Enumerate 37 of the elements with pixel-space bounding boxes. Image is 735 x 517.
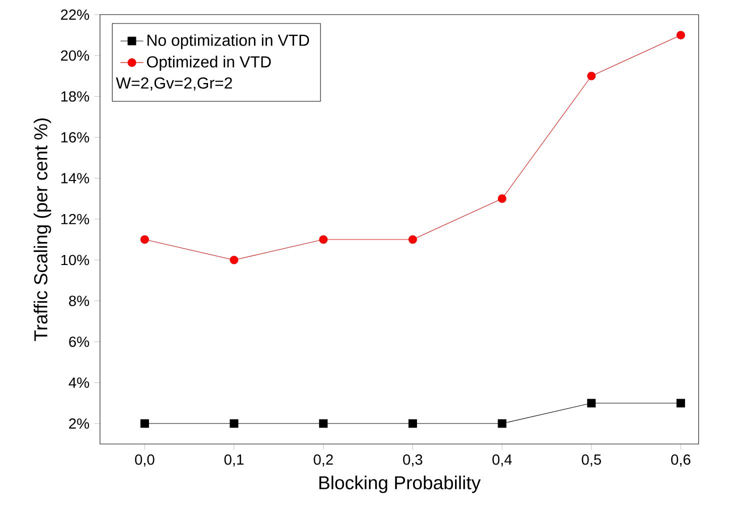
- y-tick-label: 18%: [61, 91, 90, 102]
- x-axis-title: Blocking Probability: [319, 476, 481, 494]
- point: [230, 419, 238, 428]
- point: [408, 235, 418, 244]
- point: [587, 398, 596, 408]
- point: [676, 30, 686, 40]
- y-tick-label: 6%: [69, 336, 90, 347]
- y-tick-label: 22%: [60, 10, 90, 20]
- point: [498, 194, 506, 203]
- x-tick-label: 0,3: [403, 454, 422, 467]
- y-tick-label: 12%: [61, 214, 90, 224]
- point: [230, 256, 238, 264]
- point: [408, 419, 418, 428]
- point: [587, 72, 596, 80]
- point: [498, 419, 506, 428]
- annotation: W=2,Gv=2,Gr=2: [116, 77, 232, 91]
- y-tick-label: 20%: [60, 50, 90, 61]
- x-tick-label: 0,6: [671, 454, 690, 467]
- point: [140, 235, 149, 244]
- y-tick-label: 10%: [61, 254, 90, 266]
- x-tick-label: 0,2: [314, 454, 333, 467]
- x-tick-label: 0,0: [135, 454, 154, 467]
- x-tick-label: 0,4: [492, 454, 512, 467]
- y-tick-label: 8%: [69, 296, 90, 306]
- y-tick-label: 16%: [61, 132, 90, 143]
- point: [319, 419, 328, 428]
- y-axis-title: Traffic Scaling (per cent %): [34, 118, 52, 341]
- x-tick-label: 0,1: [224, 454, 244, 467]
- point: [319, 235, 328, 244]
- legend-label: No optimization in VTD: [148, 34, 310, 50]
- y-tick-label: 4%: [68, 378, 90, 388]
- x-tick-label: 0,5: [582, 454, 601, 467]
- point: [140, 419, 149, 428]
- y-tick-label: 2%: [69, 418, 90, 429]
- y-tick-label: 14%: [61, 173, 90, 184]
- legend-label: Optimized in VTD: [146, 56, 271, 71]
- point: [676, 398, 686, 408]
